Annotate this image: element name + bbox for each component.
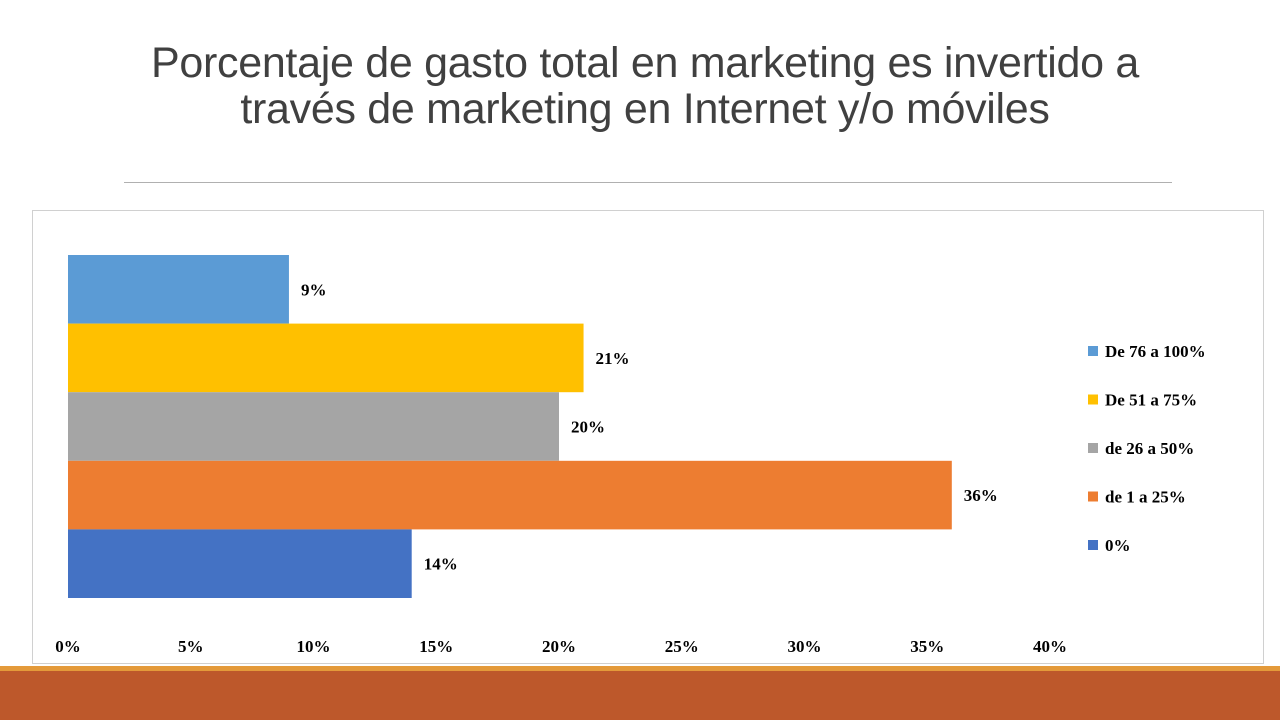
slide-title: Porcentaje de gasto total en marketing e… <box>0 40 1280 132</box>
legend-swatch-5 <box>1088 540 1098 550</box>
legend-label-5: 0% <box>1105 536 1131 555</box>
x-tick-label: 35% <box>910 637 944 656</box>
slide-title-line-2: través de marketing en Internet y/o móvi… <box>240 85 1050 133</box>
footer-band <box>0 666 1280 720</box>
x-tick-label: 20% <box>542 637 576 656</box>
data-label-3: 20% <box>571 418 605 437</box>
x-tick-label: 15% <box>419 637 453 656</box>
legend-label-4: de 1 a 25% <box>1105 488 1186 507</box>
title-divider <box>124 182 1172 183</box>
x-tick-label: 0% <box>55 637 81 656</box>
legend-swatch-2 <box>1088 394 1098 405</box>
x-tick-label: 30% <box>788 637 822 656</box>
legend-label-2: De 51 a 75% <box>1105 391 1197 410</box>
x-tick-label: 40% <box>1033 637 1067 656</box>
slide-title-line-1: Porcentaje de gasto total en marketing e… <box>150 39 1140 87</box>
legend-label-3: de 26 a 50% <box>1105 439 1194 458</box>
bar-4 <box>68 460 952 530</box>
legend-swatch-3 <box>1088 443 1098 453</box>
x-tick-label: 25% <box>665 637 699 656</box>
data-label-5: 14% <box>424 555 458 574</box>
data-label-4: 36% <box>964 486 998 505</box>
legend-swatch-1 <box>1088 346 1098 356</box>
data-label-1: 9% <box>301 280 327 299</box>
legend-label-1: De 76 a 100% <box>1105 342 1206 361</box>
x-tick-label: 5% <box>178 637 204 656</box>
data-label-2: 21% <box>596 349 630 368</box>
bar-3 <box>68 392 559 461</box>
bar-5 <box>68 529 412 598</box>
x-tick-label: 10% <box>297 637 331 656</box>
bar-2 <box>68 323 584 393</box>
bar-1 <box>68 255 289 324</box>
legend-swatch-4 <box>1088 491 1098 502</box>
